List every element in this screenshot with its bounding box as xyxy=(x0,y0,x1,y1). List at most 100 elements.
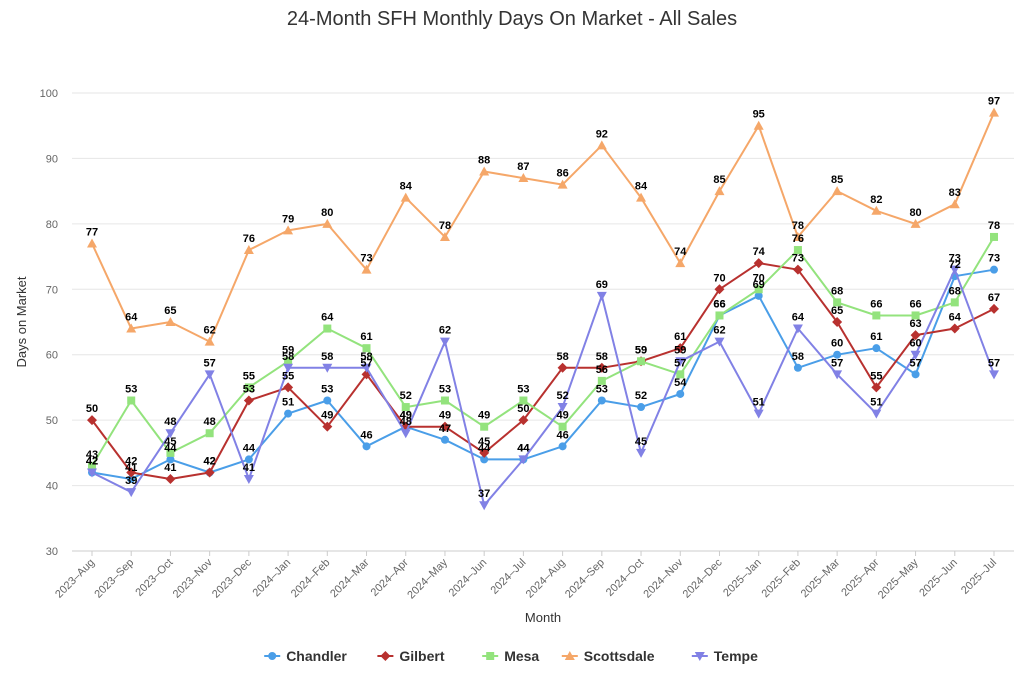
data-point-tempe xyxy=(126,488,137,498)
legend[interactable]: Chandler Gilbert Mesa Scottsdale Tempe xyxy=(264,648,758,664)
data-label-scottsdale: 85 xyxy=(713,174,725,186)
data-point-tempe xyxy=(871,409,882,419)
data-label-mesa: 61 xyxy=(360,331,372,343)
data-point-scottsdale xyxy=(361,264,372,274)
data-point-mesa xyxy=(362,344,371,353)
data-label-chandler: 44 xyxy=(164,442,177,454)
data-label-mesa: 78 xyxy=(988,220,1000,232)
data-point-chandler xyxy=(793,363,802,372)
data-label-gilbert: 50 xyxy=(86,403,98,415)
x-tick-label: 2025–Mar xyxy=(799,556,843,600)
data-point-gilbert xyxy=(596,362,607,373)
data-point-chandler xyxy=(480,455,489,464)
series-tempe xyxy=(87,265,999,511)
legend-label-chandler: Chandler xyxy=(286,648,347,664)
y-tick-label: 60 xyxy=(46,350,58,362)
data-label-mesa: 66 xyxy=(909,298,921,310)
data-point-scottsdale xyxy=(204,336,215,346)
data-point-chandler xyxy=(597,396,606,405)
data-label-mesa: 76 xyxy=(792,233,804,245)
data-label-tempe: 48 xyxy=(164,416,176,428)
series-lines xyxy=(87,107,999,511)
data-label-gilbert: 42 xyxy=(125,455,137,467)
data-point-mesa xyxy=(833,298,842,307)
data-point-tempe xyxy=(714,337,725,347)
data-point-scottsdale xyxy=(596,140,607,150)
legend-marker-mesa xyxy=(486,652,495,660)
data-point-scottsdale xyxy=(636,192,647,202)
data-point-scottsdale xyxy=(714,186,725,196)
data-point-tempe xyxy=(989,370,999,380)
data-label-scottsdale: 80 xyxy=(321,207,333,219)
data-label-tempe: 57 xyxy=(831,357,843,369)
data-point-scottsdale xyxy=(753,120,764,130)
data-point-chandler xyxy=(676,389,685,398)
data-point-gilbert xyxy=(792,264,803,275)
data-label-tempe: 58 xyxy=(282,351,294,363)
data-label-chandler: 53 xyxy=(321,384,333,396)
legend-marker-chandler xyxy=(268,652,277,660)
data-label-tempe: 51 xyxy=(753,397,765,409)
data-label-scottsdale: 77 xyxy=(86,226,98,238)
data-label-scottsdale: 85 xyxy=(831,174,843,186)
data-label-gilbert: 74 xyxy=(753,246,766,258)
data-label-mesa: 57 xyxy=(674,357,686,369)
data-label-tempe: 41 xyxy=(243,462,255,474)
x-tick-label: 2024–Dec xyxy=(681,556,725,600)
data-point-chandler xyxy=(244,455,253,464)
x-tick-label: 2025–May xyxy=(876,556,921,601)
x-tick-label: 2023–Dec xyxy=(210,556,254,600)
y-tick-label: 30 xyxy=(46,546,58,558)
data-label-chandler: 60 xyxy=(831,338,843,350)
x-tick-label: 2024–May xyxy=(405,556,450,601)
data-label-tempe: 52 xyxy=(556,390,568,402)
data-point-mesa xyxy=(676,370,685,379)
data-point-gilbert xyxy=(518,415,529,426)
data-point-tempe xyxy=(87,468,97,478)
x-tick-label: 2024–Jan xyxy=(251,557,294,600)
x-tick-label: 2024–Mar xyxy=(328,556,372,600)
legend-marker-tempe xyxy=(694,652,705,661)
data-point-mesa xyxy=(323,324,332,333)
data-label-tempe: 58 xyxy=(321,351,333,363)
data-label-chandler: 57 xyxy=(909,357,921,369)
data-label-scottsdale: 79 xyxy=(282,213,294,225)
data-point-tempe xyxy=(949,265,960,275)
data-point-scottsdale xyxy=(557,179,568,189)
series-line-tempe xyxy=(91,268,995,507)
data-point-tempe xyxy=(636,448,647,458)
x-axis-title: Month xyxy=(525,610,561,625)
data-point-tempe xyxy=(753,409,764,419)
x-tick-label: 2024–Oct xyxy=(604,557,646,599)
legend-item-mesa[interactable]: Mesa xyxy=(482,648,539,664)
data-label-tempe: 45 xyxy=(635,436,647,448)
data-point-mesa xyxy=(166,448,175,457)
data-point-tempe xyxy=(910,350,921,360)
legend-item-tempe[interactable]: Tempe xyxy=(691,648,758,664)
series-mesa xyxy=(88,232,998,470)
data-point-tempe xyxy=(283,363,294,373)
data-label-tempe: 73 xyxy=(949,253,961,265)
data-label-scottsdale: 76 xyxy=(243,233,255,245)
data-label-tempe: 62 xyxy=(439,325,451,337)
data-label-scottsdale: 84 xyxy=(400,181,413,193)
data-point-mesa xyxy=(480,422,489,431)
data-label-chandler: 54 xyxy=(674,377,687,389)
data-label-tempe: 60 xyxy=(909,338,921,350)
data-label-chandler: 72 xyxy=(949,259,961,271)
data-label-chandler: 61 xyxy=(870,331,882,343)
legend-item-scottsdale[interactable]: Scottsdale xyxy=(561,648,655,664)
legend-item-chandler[interactable]: Chandler xyxy=(264,648,347,664)
data-point-tempe xyxy=(596,291,607,301)
data-point-gilbert xyxy=(871,382,882,393)
data-point-scottsdale xyxy=(165,317,176,326)
data-point-scottsdale xyxy=(871,205,882,215)
data-point-gilbert xyxy=(439,421,450,432)
data-point-mesa xyxy=(637,357,646,366)
data-point-gilbert xyxy=(753,258,764,269)
legend-item-gilbert[interactable]: Gilbert xyxy=(377,648,445,664)
data-label-scottsdale: 78 xyxy=(439,220,451,232)
data-label-chandler: 47 xyxy=(439,423,451,435)
data-label-chandler: 58 xyxy=(792,351,804,363)
